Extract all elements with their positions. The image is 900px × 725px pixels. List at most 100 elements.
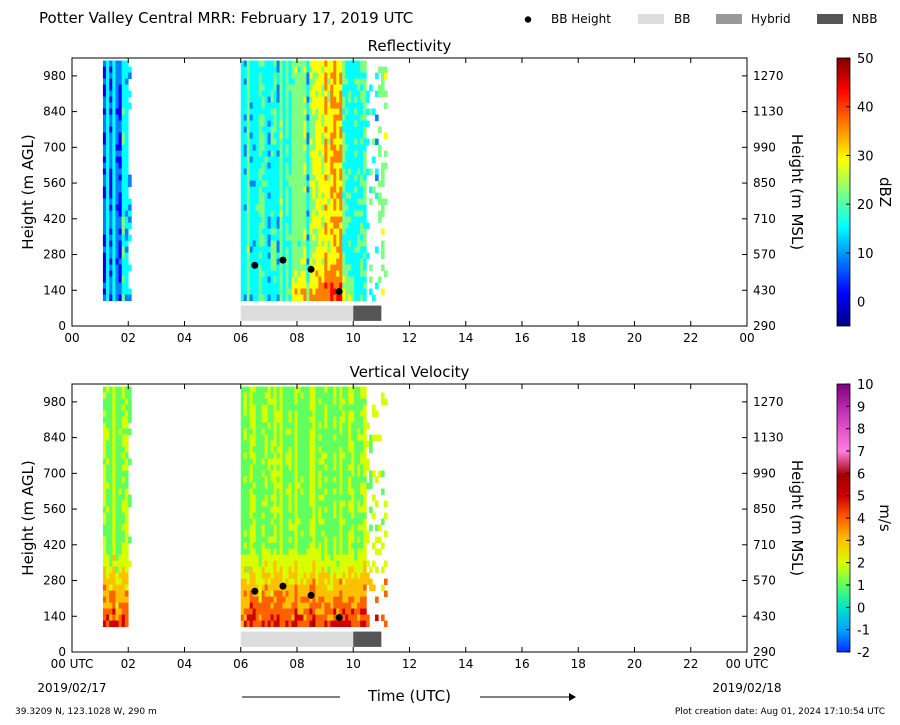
heatmap-cell	[255, 228, 260, 236]
heatmap-cell	[276, 180, 281, 188]
heatmap-cell	[339, 96, 343, 104]
heatmap-cell	[360, 66, 364, 74]
heatmap-cell	[363, 282, 367, 290]
heatmap-cell	[124, 584, 129, 592]
heatmap-cell	[285, 72, 290, 80]
heatmap-cell	[339, 596, 343, 604]
heatmap-cell	[354, 114, 358, 122]
heatmap-cell	[336, 192, 340, 200]
heatmap-cell	[258, 470, 263, 478]
heatmap-cell	[279, 132, 284, 140]
heatmap-cell	[276, 138, 281, 146]
heatmap-cell	[309, 162, 313, 170]
heatmap-cell	[267, 560, 272, 568]
heatmap-cell	[240, 252, 245, 260]
heatmap-cell	[294, 602, 299, 610]
heatmap-cell	[121, 554, 126, 562]
heatmap-cell	[255, 398, 260, 406]
heatmap-cell	[270, 542, 275, 550]
heatmap-cell	[118, 560, 123, 568]
heatmap-cell	[348, 452, 352, 460]
heatmap-cell	[333, 620, 337, 628]
heatmap-cell	[264, 96, 269, 104]
heatmap-cell	[118, 252, 123, 260]
heatmap-cell	[348, 216, 352, 224]
heatmap-cell	[360, 60, 364, 68]
heatmap-cell	[360, 404, 364, 412]
heatmap-cell	[333, 186, 337, 194]
heatmap-cell	[261, 542, 266, 550]
heatmap-cell	[324, 186, 328, 194]
heatmap-cell	[357, 180, 361, 188]
heatmap-cell	[291, 416, 296, 424]
heatmap-cell	[351, 198, 355, 206]
heatmap-cell	[267, 186, 272, 194]
heatmap-cell	[336, 234, 340, 242]
heatmap-cell	[109, 264, 113, 272]
heatmap-cell	[294, 512, 299, 520]
heatmap-cell	[348, 108, 352, 116]
heatmap-cell	[357, 84, 361, 92]
heatmap-cell	[264, 192, 269, 200]
heatmap-cell	[342, 168, 346, 176]
heatmap-cell	[270, 404, 275, 412]
heatmap-cell	[261, 114, 266, 122]
heatmap-cell	[124, 506, 129, 514]
heatmap-cell	[330, 204, 334, 212]
heatmap-cell	[315, 422, 319, 430]
heatmap-cell	[282, 108, 287, 116]
heatmap-cell	[315, 282, 319, 290]
heatmap-cell	[345, 494, 349, 502]
heatmap-cell	[255, 216, 260, 224]
heatmap-cell	[273, 584, 278, 592]
heatmap-cell	[121, 132, 126, 140]
heatmap-cell	[115, 174, 120, 182]
heatmap-cell	[127, 66, 132, 74]
heatmap-cell	[312, 458, 316, 466]
heatmap-cell	[264, 180, 269, 188]
heatmap-cell	[249, 470, 254, 478]
heatmap-cell	[342, 282, 346, 290]
heatmap-cell	[267, 392, 272, 400]
heatmap-cell	[252, 168, 257, 176]
heatmap-cell	[384, 102, 388, 110]
heatmap-cell	[357, 60, 361, 68]
heatmap-cell	[312, 386, 316, 394]
heatmap-cell	[127, 102, 132, 110]
heatmap-cell	[106, 494, 110, 502]
heatmap-cell	[291, 470, 296, 478]
heatmap-cell	[273, 246, 278, 254]
heatmap-cell	[246, 114, 251, 122]
heatmap-cell	[279, 114, 284, 122]
heatmap-cell	[336, 608, 340, 616]
heatmap-cell	[243, 294, 248, 302]
heatmap-cell	[121, 398, 126, 406]
heatmap-cell	[330, 114, 334, 122]
heatmap-cell	[109, 422, 113, 430]
heatmap-cell	[324, 452, 328, 460]
heatmap-cell	[252, 482, 257, 490]
heatmap-cell	[255, 434, 260, 442]
heatmap-cell	[333, 416, 337, 424]
heatmap-cell	[357, 530, 361, 538]
heatmap-cell	[243, 126, 248, 134]
heatmap-cell	[306, 602, 310, 610]
heatmap-cell	[324, 434, 328, 442]
heatmap-cell	[252, 530, 257, 538]
heatmap-cell	[297, 584, 302, 592]
heatmap-cell	[243, 114, 248, 122]
heatmap-cell	[255, 614, 260, 622]
heatmap-cell	[267, 78, 272, 86]
heatmap-cell	[315, 596, 319, 604]
heatmap-cell	[360, 446, 364, 454]
heatmap-cell	[306, 234, 310, 242]
heatmap-cell	[354, 138, 358, 146]
heatmap-cell	[258, 114, 263, 122]
heatmap-cell	[363, 150, 367, 158]
colorbar-tick-label: 4	[857, 512, 865, 527]
heatmap-cell	[369, 470, 373, 478]
heatmap-cell	[345, 542, 349, 550]
heatmap-cell	[333, 440, 337, 448]
bb-type-segment-bb	[240, 631, 354, 647]
heatmap-cell	[330, 434, 334, 442]
